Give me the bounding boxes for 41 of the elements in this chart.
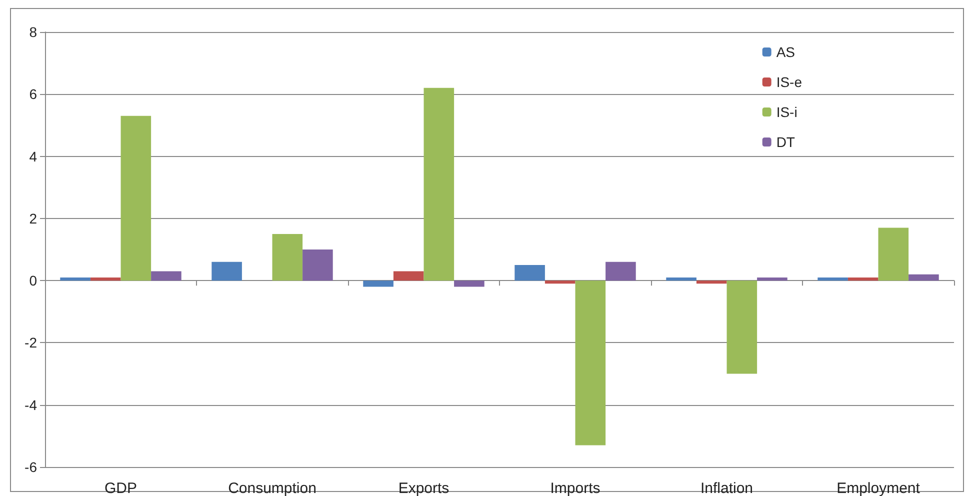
y-tick-label: 8 (29, 24, 38, 40)
bar (908, 274, 939, 281)
legend-label: IS-e (776, 74, 802, 90)
y-tick-label: -2 (24, 334, 38, 351)
bar (272, 234, 303, 281)
bar (212, 262, 242, 281)
legend-label: AS (776, 44, 796, 60)
x-tick-label: Inflation (700, 480, 754, 496)
bar (757, 277, 788, 281)
bar (302, 250, 333, 281)
x-tick-label: GDP (104, 480, 138, 496)
bar (818, 277, 848, 281)
bar (514, 265, 545, 281)
legend-label: IS-i (776, 104, 798, 120)
bar (151, 271, 182, 281)
y-tick-label: 4 (29, 148, 38, 164)
y-tick-label: 6 (29, 86, 38, 102)
bar (696, 280, 727, 284)
bar (393, 271, 424, 281)
bar (606, 262, 636, 281)
y-tick-label: -6 (24, 459, 38, 475)
x-tick-label: Exports (398, 480, 450, 496)
bar (544, 280, 576, 284)
bar (878, 228, 909, 281)
bar (424, 88, 454, 281)
bar (454, 280, 484, 287)
y-tick-label: 0 (29, 272, 38, 289)
y-tick-label: -4 (24, 396, 38, 413)
x-tick-label: Consumption (228, 480, 316, 496)
bar (726, 280, 758, 374)
bar (363, 280, 394, 287)
x-tick-label: Imports (550, 480, 600, 496)
legend-label: DT (776, 134, 796, 150)
y-tick-label: 2 (29, 210, 38, 226)
bar (120, 116, 152, 281)
bar (666, 277, 696, 281)
bar (848, 277, 878, 281)
bar (60, 277, 90, 281)
bar (90, 277, 121, 281)
x-tick-label: Employment (836, 480, 921, 496)
bar (575, 280, 606, 446)
